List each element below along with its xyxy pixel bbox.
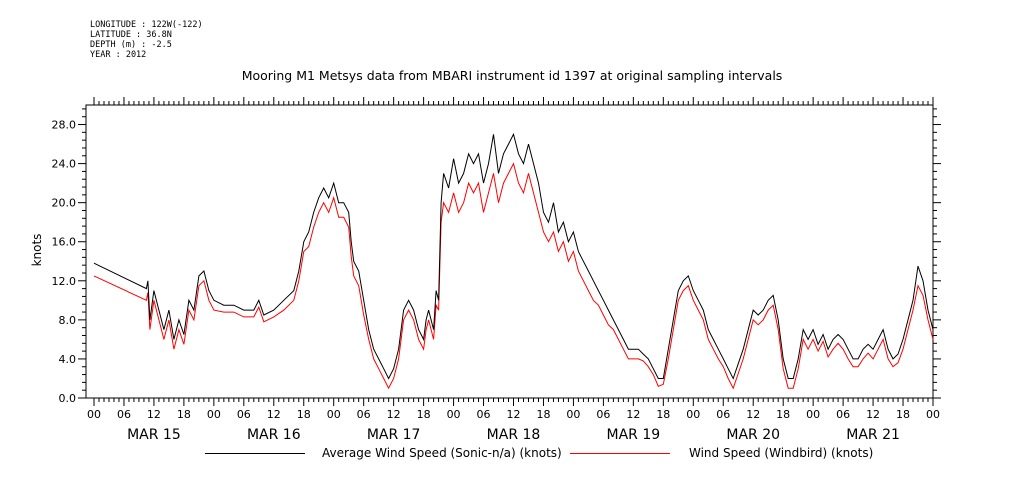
plot-frame [85, 104, 934, 399]
y-axis-label: knots [30, 234, 44, 267]
x-tick-label: 06 [237, 408, 251, 421]
x-tick-label: 12 [507, 408, 521, 421]
x-tick-label: 18 [297, 408, 311, 421]
x-tick-label: 06 [836, 408, 850, 421]
series-line-average-wind-speed [93, 132, 934, 380]
x-tick-label: 12 [626, 408, 640, 421]
legend-swatch-average [205, 453, 305, 454]
series-layer [93, 132, 934, 390]
x-tick-label: 12 [387, 408, 401, 421]
day-label: MAR 19 [607, 427, 661, 443]
chart-title: Mooring M1 Metsys data from MBARI instru… [242, 68, 783, 83]
legend-swatch-windbird [570, 453, 670, 454]
x-tick-label: 00 [566, 408, 580, 421]
day-label: MAR 21 [846, 427, 900, 443]
day-label: MAR 18 [487, 427, 541, 443]
y-tick-label: 16.0 [52, 236, 77, 249]
x-tick-label: 18 [536, 408, 550, 421]
x-tick-label: 06 [117, 408, 131, 421]
axis-ticks [78, 97, 941, 406]
x-tick-label: 00 [447, 408, 461, 421]
legend-label-windbird: Wind Speed (Windbird) (knots) [689, 446, 874, 460]
longitude-text: LONGITUDE : 122W(-122) [90, 20, 203, 30]
day-labels: MAR 15 MAR 16 MAR 17 MAR 18 MAR 19 MAR 20 MAR … [127, 427, 900, 443]
x-tick-label: 06 [357, 408, 371, 421]
day-label: MAR 20 [726, 427, 780, 443]
x-tick-label: 06 [716, 408, 730, 421]
x-tick-label: 12 [866, 408, 880, 421]
y-tick-labels: 0.0 4.0 8.0 12.0 16.0 20.0 24.0 28.0 [52, 119, 77, 405]
legend-label-average: Average Wind Speed (Sonic-n/a) (knots) [322, 446, 562, 460]
x-tick-label: 06 [477, 408, 491, 421]
x-tick-label: 00 [806, 408, 820, 421]
x-tick-label: 12 [746, 408, 760, 421]
y-tick-label: 20.0 [52, 197, 77, 210]
year-text: YEAR : 2012 [90, 50, 147, 60]
day-label: MAR 15 [127, 427, 181, 443]
x-tick-label: 12 [147, 408, 161, 421]
y-tick-label: 0.0 [59, 392, 77, 405]
x-tick-label: 00 [686, 408, 700, 421]
x-tick-label: 18 [896, 408, 910, 421]
x-tick-label: 18 [776, 408, 790, 421]
x-tick-label: 00 [926, 408, 940, 421]
series-line-windbird-wind-speed [93, 162, 934, 390]
x-tick-label: 18 [656, 408, 670, 421]
y-tick-label: 8.0 [59, 314, 77, 327]
y-tick-label: 28.0 [52, 119, 77, 132]
x-tick-labels: 00 06 12 18 00 06 12 18 00 06 12 18 00 06 12 18 00 06 12 18… [87, 408, 940, 421]
day-label: MAR 16 [247, 427, 301, 443]
latitude-text: LATITUDE : 36.8N [90, 30, 172, 40]
depth-text: DEPTH (m) : -2.5 [90, 40, 172, 50]
x-tick-label: 00 [207, 408, 221, 421]
y-tick-label: 4.0 [59, 353, 77, 366]
x-tick-label: 00 [87, 408, 101, 421]
x-tick-label: 18 [177, 408, 191, 421]
metadata-block: LONGITUDE : 122W(-122) LATITUDE : 36.8N … [90, 20, 203, 60]
x-tick-label: 18 [417, 408, 431, 421]
y-tick-label: 12.0 [52, 275, 77, 288]
x-tick-label: 00 [327, 408, 341, 421]
y-tick-label: 24.0 [52, 158, 77, 171]
x-tick-label: 06 [596, 408, 610, 421]
x-tick-label: 12 [267, 408, 281, 421]
day-label: MAR 17 [367, 427, 421, 443]
